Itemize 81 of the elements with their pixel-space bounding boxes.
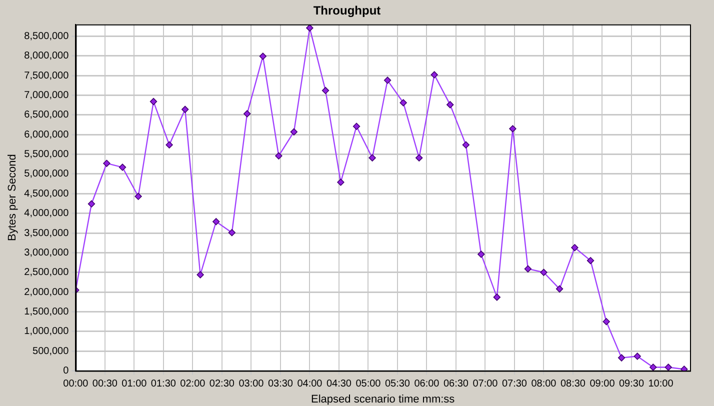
y-tick-label: 3,500,000 [24,228,70,239]
point [509,125,516,132]
point [134,192,142,200]
y-tick-label: 1,500,000 [24,306,70,318]
point [540,268,548,276]
point [181,106,189,114]
x-tick-label: 01:30 [150,378,176,390]
x-tick-label: 06:30 [443,378,469,390]
point [103,160,110,167]
x-tick-label: 00:00 [63,378,89,390]
y-axis-title: Bytes per Second [6,154,19,242]
y-tick-label: 2,500,000 [24,267,70,278]
x-axis-title: Elapsed scenario time mm:ss [311,393,456,406]
point [634,352,641,360]
y-tick-label: 6,000,000 [24,129,70,140]
point [556,285,564,293]
x-tick-label: 07:00 [472,378,498,390]
point [275,152,282,160]
point [196,271,204,278]
point [166,141,173,148]
point [384,76,392,84]
x-tick-label: 07:30 [502,378,528,390]
y-tick-label: 7,500,000 [24,70,70,82]
x-tick-label: 06:00 [414,378,440,390]
x-tick-label: 10:00 [648,378,674,390]
point [244,110,251,118]
point [664,364,672,371]
chart-title: Throughput [313,4,381,18]
point [368,154,376,162]
y-tick-label: 2,000,000 [24,286,70,298]
y-tick-label: 8,500,000 [24,30,70,42]
point [400,99,407,106]
x-tick-label: 01:00 [122,378,148,390]
point [322,86,330,94]
point [290,128,298,136]
y-tick-label: 1,000,000 [24,326,70,338]
point [88,200,96,208]
point [446,101,454,108]
point [228,229,236,236]
x-tick-label: 04:30 [326,378,352,390]
point [493,294,501,301]
x-tick-label: 04:00 [297,378,323,390]
point [478,250,485,258]
point [524,265,532,272]
y-tick-label: 5,500,000 [24,149,70,160]
x-tick-label: 09:30 [618,378,644,390]
point [571,244,578,252]
x-tick-label: 08:00 [531,378,557,390]
y-tick-label: 5,000,000 [24,168,70,180]
x-tick-label: 02:00 [180,378,206,390]
y-tick-label: 4,500,000 [24,188,70,200]
y-tick-label: 6,500,000 [24,110,70,121]
x-tick-label: 03:30 [268,378,294,390]
x-tick-label: 02:30 [209,378,235,390]
y-tick-label: 7,000,000 [24,90,70,102]
point [416,154,423,162]
point [586,256,594,264]
point [650,364,657,371]
y-tick-label: 500,000 [32,346,70,357]
point [306,24,314,32]
point [462,141,470,148]
point [118,164,126,171]
point [212,218,220,226]
point [352,122,360,130]
x-tick-label: 03:00 [238,378,264,390]
point [150,98,158,106]
point [259,52,267,60]
point [618,354,626,362]
point [430,71,438,78]
y-tick-label: 3,000,000 [24,247,70,258]
y-tick-label: 4,000,000 [24,208,70,220]
x-tick-label: 05:30 [384,378,410,390]
point [337,178,344,186]
x-tick-label: 08:30 [560,378,586,390]
y-tick-label: 0 [63,366,70,377]
x-tick-label: 05:00 [356,378,382,390]
x-tick-label: 00:30 [92,378,118,390]
point [602,318,610,326]
x-tick-label: 09:00 [590,378,616,390]
point [680,366,688,371]
y-tick-label: 8,000,000 [24,50,70,62]
